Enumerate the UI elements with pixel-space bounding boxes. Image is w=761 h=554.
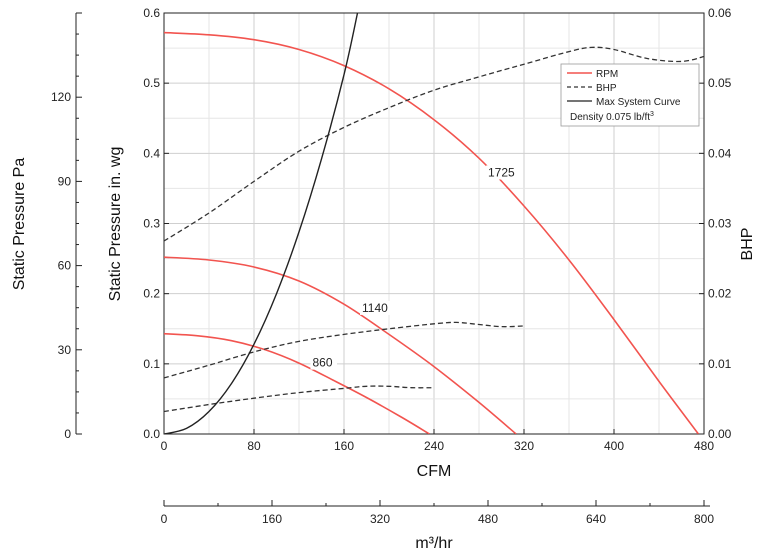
rpm-curve-1725 [164, 31, 700, 434]
curve-label-860: 860 [313, 356, 333, 370]
x2-tick-label: 320 [370, 512, 390, 526]
y-tick-label: 0.6 [143, 6, 160, 20]
curve-labels: 1725 1140 860 [310, 165, 520, 370]
y-tick-label: 0.2 [143, 287, 160, 301]
y-tick-label: 0.4 [143, 146, 160, 160]
rpm-curve-860 [164, 332, 430, 434]
x-tick-label: 320 [514, 439, 534, 453]
legend-density-text: Density 0.075 lb/ft [570, 112, 650, 123]
x-tick-label: 480 [694, 439, 714, 453]
curve-label-1725: 1725 [488, 165, 515, 179]
x2-tick-label: 160 [262, 512, 282, 526]
y2-tick-label: 0.04 [708, 146, 732, 160]
x2-axis-title: m³/hr [415, 535, 453, 552]
legend-system-label: Max System Curve [596, 97, 681, 108]
curve-label-bg [360, 300, 394, 315]
x-axis-title: CFM [417, 463, 452, 480]
y3-tick-label: 30 [58, 343, 72, 357]
y2-tick-label: 0.00 [708, 427, 732, 441]
y2-tick-label: 0.03 [708, 217, 732, 231]
x2-tick-label: 480 [478, 512, 498, 526]
y3-tick-label: 0 [64, 427, 71, 441]
legend-rpm-label: RPM [596, 69, 618, 80]
y3-tick-label: 120 [51, 90, 71, 104]
rpm-curve-1140 [164, 256, 517, 434]
y2-axis-title: BHP [739, 228, 756, 261]
axes: 0 80 160 240 320 400 480 0.0 0.1 0.2 0.3 0.4 0.5 0.6 0… [51, 6, 732, 526]
curve-label-bg [486, 165, 520, 180]
curve-label-bg [310, 355, 337, 370]
x-tick-label: 160 [334, 439, 354, 453]
y3-tick-label: 60 [58, 259, 72, 273]
bhp-series-line [164, 385, 435, 413]
series-layer [164, 13, 704, 434]
y-axis-title: Static Pressure in. wg [107, 147, 124, 302]
y2-tick-label: 0.02 [708, 287, 732, 301]
legend: RPM BHP Max System Curve Density 0.075 l… [560, 63, 700, 127]
curve-label-1140: 1140 [362, 301, 388, 315]
y2-tick-label: 0.06 [708, 6, 732, 20]
legend-density-sup: 3 [650, 111, 654, 118]
y3-axis-title: Static Pressure Pa [11, 158, 28, 291]
y-tick-label: 0.5 [143, 76, 160, 90]
x-tick-label: 80 [247, 439, 261, 453]
y-tick-label: 0.0 [143, 427, 160, 441]
x-tick-label: 400 [604, 439, 624, 453]
x-tick-label: 0 [161, 439, 168, 453]
x-tick-label: 240 [424, 439, 444, 453]
x2-tick-label: 0 [161, 512, 168, 526]
system-curve-line [164, 13, 359, 434]
y2-tick-label: 0.05 [708, 76, 732, 90]
y3-tick-label: 90 [58, 174, 72, 188]
x2-tick-label: 640 [586, 512, 606, 526]
bhp-series-line [164, 46, 704, 242]
y2-tick-label: 0.01 [708, 357, 732, 371]
legend-box [560, 63, 700, 127]
x2-tick-label: 800 [694, 512, 714, 526]
y-tick-label: 0.3 [143, 217, 160, 231]
legend-bhp-label: BHP [596, 83, 617, 94]
y-tick-label: 0.1 [143, 357, 160, 371]
legend-density: Density 0.075 lb/ft3 [570, 111, 654, 123]
